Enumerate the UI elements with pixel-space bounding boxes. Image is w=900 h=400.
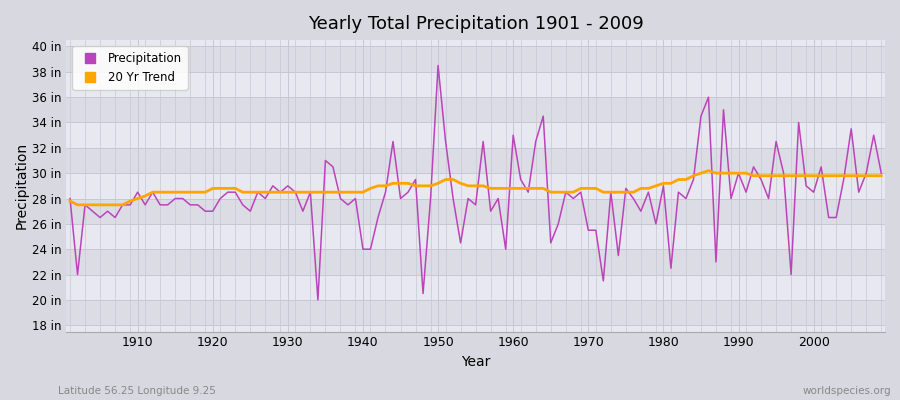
Text: worldspecies.org: worldspecies.org [803, 386, 891, 396]
Bar [67, 274, 885, 300]
Legend: Precipitation, 20 Yr Trend: Precipitation, 20 Yr Trend [72, 46, 187, 90]
Bar [67, 300, 885, 325]
Bar [67, 173, 885, 198]
Bar [67, 148, 885, 173]
X-axis label: Year: Year [461, 355, 491, 369]
Title: Yearly Total Precipitation 1901 - 2009: Yearly Total Precipitation 1901 - 2009 [308, 15, 644, 33]
Bar [67, 249, 885, 274]
Bar [67, 198, 885, 224]
Bar [67, 97, 885, 122]
Bar [67, 46, 885, 72]
Y-axis label: Precipitation: Precipitation [15, 142, 29, 230]
Bar [67, 224, 885, 249]
Bar [67, 122, 885, 148]
Bar [67, 72, 885, 97]
Text: Latitude 56.25 Longitude 9.25: Latitude 56.25 Longitude 9.25 [58, 386, 216, 396]
